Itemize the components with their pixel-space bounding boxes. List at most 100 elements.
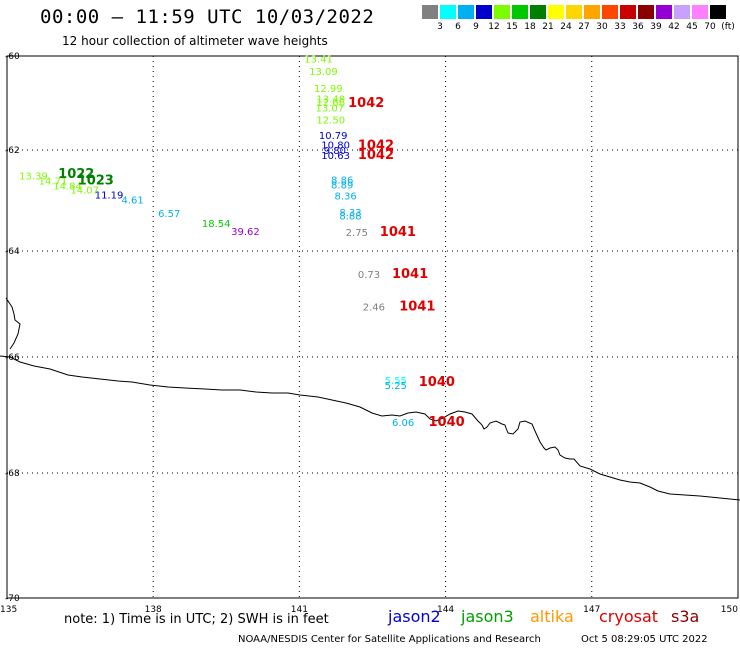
scale-swatch — [548, 5, 564, 19]
scale-swatch — [422, 5, 438, 19]
scale-swatch — [440, 5, 456, 19]
scale-swatch — [674, 5, 690, 19]
wave-height-label: 2.46 — [363, 303, 385, 314]
map-note: note: 1) Time is in UTC; 2) SWH is in fe… — [64, 612, 329, 627]
scale-label: 21 — [542, 22, 554, 32]
pressure-label: 1022 — [58, 167, 94, 182]
longitude-label: 150 — [721, 605, 738, 615]
wave-height-label: 5.55 — [385, 376, 407, 387]
map-frame — [6, 55, 739, 599]
coastline-path — [0, 355, 740, 501]
wave-height-label: 12.99 — [314, 84, 343, 95]
wave-height-label: 5.25 — [385, 381, 407, 392]
longitude-label: 135 — [0, 605, 17, 615]
latitude-label: -62 — [5, 146, 20, 156]
longitude-label: 138 — [145, 605, 162, 615]
wave-height-label: 2.75 — [346, 228, 368, 239]
wave-height-label: 9.80 — [324, 146, 346, 157]
observation-labels: 13.4113.0912.9913.4812.6613.0712.5010421… — [19, 54, 465, 430]
map-title: 00:00 – 11:59 UTC 10/03/2022 — [40, 6, 375, 28]
wave-height-label: 6.57 — [158, 209, 180, 220]
scale-label: 45 — [686, 22, 698, 32]
latitude-label: -70 — [5, 594, 20, 604]
wave-height-label: 14.07 — [70, 185, 99, 196]
scale-label: 70 — [704, 22, 716, 32]
map-subtitle: 12 hour collection of altimeter wave hei… — [62, 34, 328, 48]
coastline-fragment — [5, 297, 21, 350]
scale-label: 36 — [632, 22, 644, 32]
generation-timestamp: Oct 5 08:29:05 UTC 2022 — [581, 634, 708, 645]
wave-height-label: 11.19 — [95, 190, 124, 201]
wave-height-label: 4.61 — [122, 195, 144, 206]
scale-label: 9 — [473, 22, 479, 32]
scale-swatch — [710, 5, 726, 19]
legend-cryosat: cryosat — [599, 607, 659, 626]
legend-jason3: jason3 — [461, 607, 514, 626]
wave-height-label: 8.88 — [339, 212, 361, 223]
scale-label: 39 — [650, 22, 662, 32]
wave-height-label: 12.50 — [316, 115, 345, 126]
antarctic-coastline — [0, 297, 740, 501]
latitude-label: -68 — [5, 469, 20, 479]
scale-swatch — [458, 5, 474, 19]
scale-label: 15 — [506, 22, 518, 32]
pressure-label: 1042 — [358, 148, 394, 163]
scale-swatch — [602, 5, 618, 19]
wave-height-label: 39.62 — [231, 227, 260, 238]
scale-swatch — [494, 5, 510, 19]
scale-swatch — [620, 5, 636, 19]
wave-height-label: 6.06 — [392, 418, 414, 429]
scale-label: 18 — [524, 22, 536, 32]
scale-label: 3 — [437, 22, 443, 32]
longitude-label: 147 — [583, 605, 600, 615]
latitude-label: -60 — [5, 52, 20, 62]
scale-label: 30 — [596, 22, 608, 32]
wave-height-label: 0.73 — [358, 270, 380, 281]
scale-swatch — [656, 5, 672, 19]
credit-line: NOAA/NESDIS Center for Satellite Applica… — [238, 634, 541, 645]
wave-height-label: 8.86 — [331, 175, 353, 186]
legend-altika: altika — [530, 607, 574, 626]
pressure-label: 1041 — [392, 267, 428, 282]
longitude-label: 141 — [291, 605, 308, 615]
lat-lon-grid — [6, 55, 739, 599]
scale-swatch — [476, 5, 492, 19]
scale-label: 27 — [578, 22, 590, 32]
scale-label: 33 — [614, 22, 626, 32]
scale-swatch — [692, 5, 708, 19]
wave-height-label: 14.84 — [53, 181, 82, 192]
wave-height-label: 18.54 — [202, 219, 231, 230]
scale-label: 6 — [455, 22, 461, 32]
wave-height-label: 10.80 — [321, 140, 350, 151]
wave-height-label: 8.89 — [331, 180, 353, 191]
wave-height-label: 8.36 — [334, 191, 356, 202]
wave-height-label: 13.09 — [309, 67, 338, 78]
wave-height-label: 8.33 — [339, 208, 361, 219]
wave-height-label: 14.71 — [39, 176, 68, 187]
pressure-label: 1042 — [348, 96, 384, 111]
scale-swatch — [638, 5, 654, 19]
pressure-label: 1041 — [399, 300, 435, 315]
wave-height-label: 12.66 — [316, 98, 345, 109]
scale-label: 42 — [668, 22, 680, 32]
scale-label: (ft) — [721, 22, 735, 32]
scale-swatch — [566, 5, 582, 19]
pressure-label: 1023 — [78, 173, 114, 188]
pressure-label: 1041 — [380, 225, 416, 240]
legend-s3a: s3a — [671, 607, 700, 626]
latitude-label: -66 — [5, 353, 20, 363]
scale-swatch — [584, 5, 600, 19]
pressure-label: 1040 — [419, 375, 455, 390]
scale-swatch — [512, 5, 528, 19]
longitude-label: 144 — [437, 605, 454, 615]
scale-swatch — [530, 5, 546, 19]
wave-height-label: 13.07 — [315, 104, 344, 115]
latitude-label: -64 — [5, 247, 20, 257]
wave-height-label: 13.48 — [316, 94, 345, 105]
pressure-label: 1042 — [358, 138, 394, 153]
legend-jason2: jason2 — [388, 607, 441, 626]
scale-label: 12 — [488, 22, 500, 32]
wave-height-label: 10.79 — [319, 131, 348, 142]
